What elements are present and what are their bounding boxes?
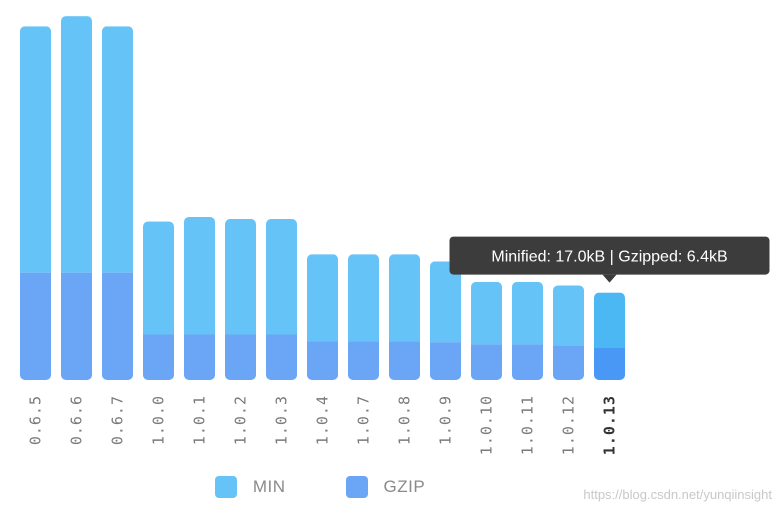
bar-gzip-1.0.8[interactable] bbox=[389, 341, 420, 380]
x-tick-label: 1.0.8 bbox=[396, 395, 414, 445]
x-tick-label: 1.0.7 bbox=[355, 395, 373, 445]
legend-label-min: MIN bbox=[252, 477, 286, 496]
bar-min-1.0.10[interactable] bbox=[471, 281, 502, 345]
bar-gzip-1.0.10[interactable] bbox=[471, 344, 502, 380]
bar-gzip-1.0.13[interactable] bbox=[594, 347, 625, 380]
x-tick-label: 1.0.0 bbox=[150, 395, 168, 445]
x-tick-label: 0.6.6 bbox=[68, 395, 86, 445]
x-tick-label: 1.0.3 bbox=[273, 395, 291, 445]
tooltip-text: Minified: 17.0kB | Gzipped: 6.4kB bbox=[491, 249, 727, 266]
bar-min-0.6.5[interactable] bbox=[20, 26, 51, 273]
bar-group-1.0.10[interactable] bbox=[471, 281, 502, 380]
bar-gzip-1.0.0[interactable] bbox=[143, 334, 174, 380]
bar-gzip-1.0.2[interactable] bbox=[225, 334, 256, 380]
legend-swatch-gzip bbox=[345, 476, 368, 498]
bar-min-1.0.0[interactable] bbox=[143, 221, 174, 335]
bar-group-1.0.9[interactable] bbox=[430, 261, 461, 380]
bar-min-1.0.13[interactable] bbox=[594, 292, 625, 348]
bar-gzip-0.6.6[interactable] bbox=[61, 272, 92, 380]
x-tick-label: 1.0.12 bbox=[560, 395, 578, 455]
bar-gzip-1.0.11[interactable] bbox=[512, 344, 543, 380]
x-tick-label: 0.6.7 bbox=[109, 395, 127, 445]
bar-gzip-1.0.9[interactable] bbox=[430, 342, 461, 380]
legend-item-min[interactable]: MIN bbox=[214, 476, 286, 498]
bar-min-0.6.6[interactable] bbox=[61, 16, 92, 273]
legend-label-gzip: GZIP bbox=[383, 477, 426, 496]
bar-min-1.0.2[interactable] bbox=[225, 219, 256, 335]
bar-gzip-0.6.7[interactable] bbox=[102, 272, 133, 380]
watermark: https://blog.csdn.net/yunqiinsight bbox=[583, 487, 772, 502]
tooltip-box bbox=[449, 236, 770, 275]
tooltip: Minified: 17.0kB | Gzipped: 6.4kB bbox=[449, 236, 770, 283]
x-tick-label: 1.0.11 bbox=[519, 395, 537, 455]
bar-group-0.6.5[interactable] bbox=[20, 26, 51, 380]
bar-min-1.0.8[interactable] bbox=[389, 254, 420, 342]
bar-group-1.0.1[interactable] bbox=[184, 216, 215, 380]
x-tick-label: 1.0.4 bbox=[314, 395, 332, 445]
bar-group-0.6.7[interactable] bbox=[102, 26, 133, 380]
x-tick-label: 0.6.5 bbox=[27, 395, 45, 445]
tooltip-pointer bbox=[602, 274, 617, 283]
bar-min-1.0.4[interactable] bbox=[307, 254, 338, 342]
bar-group-1.0.0[interactable] bbox=[143, 221, 174, 380]
bar-group-1.0.13[interactable] bbox=[594, 292, 625, 380]
legend-item-gzip[interactable]: GZIP bbox=[345, 476, 426, 498]
bar-gzip-1.0.12[interactable] bbox=[553, 345, 584, 380]
legend-swatch-min bbox=[214, 476, 237, 498]
bar-group-1.0.8[interactable] bbox=[389, 254, 420, 380]
bar-min-1.0.7[interactable] bbox=[348, 254, 379, 342]
bar-group-1.0.2[interactable] bbox=[225, 219, 256, 380]
bar-min-1.0.1[interactable] bbox=[184, 216, 215, 335]
bar-gzip-1.0.1[interactable] bbox=[184, 334, 215, 380]
legend: MIN GZIP bbox=[0, 476, 640, 498]
x-tick-label: 1.0.13 bbox=[601, 395, 619, 455]
bar-group-1.0.11[interactable] bbox=[512, 281, 543, 380]
bar-min-1.0.9[interactable] bbox=[430, 261, 461, 343]
bar-gzip-1.0.7[interactable] bbox=[348, 341, 379, 380]
bar-min-0.6.7[interactable] bbox=[102, 26, 133, 273]
bar-gzip-1.0.4[interactable] bbox=[307, 341, 338, 380]
bar-min-1.0.3[interactable] bbox=[266, 219, 297, 335]
bar-gzip-1.0.3[interactable] bbox=[266, 334, 297, 380]
bar-group-1.0.4[interactable] bbox=[307, 254, 338, 380]
bar-gzip-0.6.5[interactable] bbox=[20, 272, 51, 380]
bar-group-0.6.6[interactable] bbox=[61, 16, 92, 380]
x-tick-label: 1.0.1 bbox=[191, 395, 209, 445]
bar-group-1.0.12[interactable] bbox=[553, 285, 584, 380]
bar-chart: 0.6.5 0.6.6 0.6.7 1.0.0 1.0.1 1.0.2 1.0.3 1.0.4… bbox=[20, 16, 770, 455]
x-tick-label: 1.0.9 bbox=[437, 395, 455, 445]
bar-min-1.0.11[interactable] bbox=[512, 281, 543, 345]
x-tick-label: 1.0.2 bbox=[232, 395, 250, 445]
bar-group-1.0.7[interactable] bbox=[348, 254, 379, 380]
bar-min-1.0.12[interactable] bbox=[553, 285, 584, 346]
x-tick-label: 1.0.10 bbox=[478, 395, 496, 455]
bar-group-1.0.3[interactable] bbox=[266, 219, 297, 380]
